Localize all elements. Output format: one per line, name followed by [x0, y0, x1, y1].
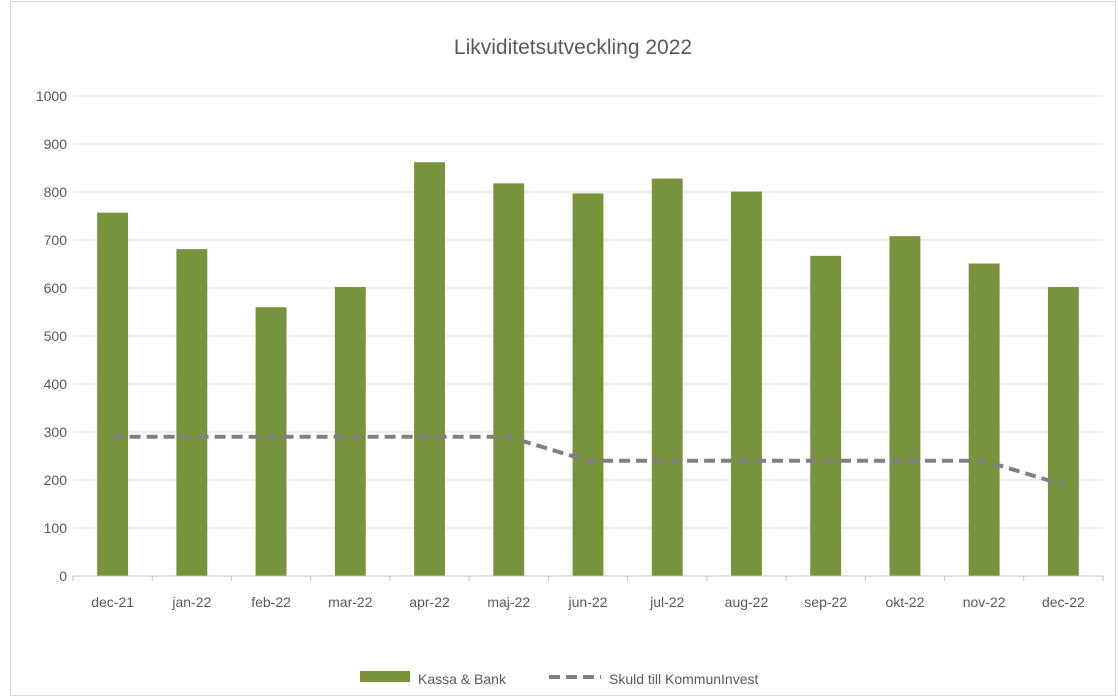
y-tick-label: 800 — [44, 184, 68, 200]
x-tick-label: nov-22 — [963, 594, 1006, 610]
line-series — [112, 434, 1064, 487]
y-tick-label: 600 — [44, 280, 68, 296]
bar — [176, 249, 208, 576]
y-tick-label: 200 — [44, 472, 68, 488]
legend-swatch-kassa-bank — [360, 671, 410, 682]
x-tick-label: jan-22 — [171, 594, 211, 610]
y-tick-label: 400 — [44, 376, 68, 392]
y-tick-label: 100 — [44, 520, 68, 536]
legend-label-skuld: Skuld till KommunInvest — [609, 671, 759, 687]
y-axis: 0 100 200 300 400 500 600 700 800 900 1000 — [36, 88, 67, 584]
x-axis: dec-21 jan-22 feb-22 mar-22 apr-22 maj-22 jun-… — [72, 575, 1104, 610]
y-tick-label: 1000 — [36, 88, 67, 104]
bar — [414, 162, 445, 577]
bar — [968, 263, 1000, 576]
chart-frame: Likviditetsutveckling 2022 0 100 200 300 400… — [10, 1, 1116, 696]
bar — [731, 191, 762, 576]
chart-title: Likviditetsutveckling 2022 — [454, 36, 692, 59]
bar — [493, 183, 525, 577]
legend: Kassa & Bank Skuld till KommunInvest — [360, 671, 759, 687]
bar — [255, 307, 287, 576]
bar — [1047, 287, 1079, 576]
y-tick-label: 700 — [44, 232, 68, 248]
bar — [810, 255, 842, 576]
x-tick-label: jun-22 — [568, 594, 608, 610]
bar — [572, 193, 604, 576]
bar — [334, 287, 366, 576]
bar — [889, 236, 921, 576]
x-tick-label: okt-22 — [885, 594, 924, 610]
x-tick-label: maj-22 — [487, 594, 530, 610]
y-tick-label: 300 — [44, 424, 68, 440]
x-tick-label: dec-21 — [91, 594, 134, 610]
y-tick-label: 900 — [44, 136, 68, 152]
line-skuld-till-kommuninvest — [112, 434, 1064, 487]
x-tick-label: jul-22 — [649, 594, 684, 610]
x-tick-label: mar-22 — [328, 594, 373, 610]
x-tick-label: dec-22 — [1042, 594, 1085, 610]
y-tick-label: 0 — [59, 568, 67, 584]
x-tick-label: aug-22 — [725, 594, 769, 610]
bar — [97, 212, 129, 576]
x-tick-label: feb-22 — [251, 594, 291, 610]
chart: Likviditetsutveckling 2022 0 100 200 300 400… — [36, 36, 1104, 687]
x-tick-label: sep-22 — [804, 594, 847, 610]
bar — [651, 178, 683, 576]
x-tick-label: apr-22 — [409, 594, 450, 610]
y-tick-label: 500 — [44, 328, 68, 344]
bar-series — [97, 162, 1079, 577]
legend-label-kassa-bank: Kassa & Bank — [418, 671, 507, 687]
